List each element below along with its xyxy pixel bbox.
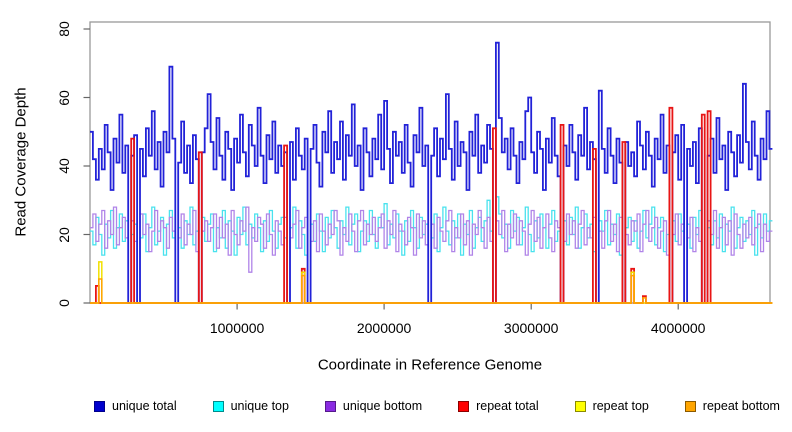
legend-item-repeat-bottom: repeat bottom — [684, 399, 780, 413]
legend-label: unique bottom — [342, 399, 423, 413]
legend-item-unique-bottom: unique bottom — [324, 399, 423, 413]
y-tick-label: 40 — [56, 158, 72, 174]
legend-swatch-unique-total — [94, 400, 105, 412]
y-axis-title: Read Coverage Depth — [12, 87, 30, 237]
legend-label: unique top — [230, 399, 289, 413]
x-tick-label: 1000000 — [209, 320, 265, 336]
legend-swatch-unique-bottom — [324, 400, 336, 412]
legend-swatch-unique-top — [212, 400, 224, 412]
legend-item-repeat-total: repeat total — [458, 399, 539, 413]
legend-label: repeat bottom — [702, 399, 780, 413]
legend-label: unique total — [112, 399, 177, 413]
legend-item-unique-total: unique total — [94, 399, 177, 413]
y-tick-label: 60 — [56, 89, 72, 106]
legend-item-repeat-top: repeat top — [574, 399, 649, 413]
legend-swatch-repeat-total — [458, 400, 470, 412]
y-tick-label: 20 — [56, 226, 72, 243]
y-tick-label: 0 — [56, 299, 72, 307]
legend-swatch-repeat-top — [574, 400, 586, 412]
legend-item-unique-top: unique top — [212, 399, 289, 413]
legend-swatch-repeat-bottom — [684, 400, 696, 412]
x-tick-label: 2000000 — [356, 320, 412, 336]
x-tick-label: 4000000 — [650, 320, 706, 336]
series-line-repeat-bottom — [90, 274, 773, 304]
legend-label: repeat total — [476, 399, 539, 413]
legend-label: repeat top — [592, 399, 649, 413]
x-tick-label: 3000000 — [503, 320, 559, 336]
legend: unique total unique top unique bottom re… — [94, 398, 780, 414]
y-tick-label: 80 — [56, 21, 72, 37]
x-axis-title: Coordinate in Reference Genome — [317, 356, 543, 374]
